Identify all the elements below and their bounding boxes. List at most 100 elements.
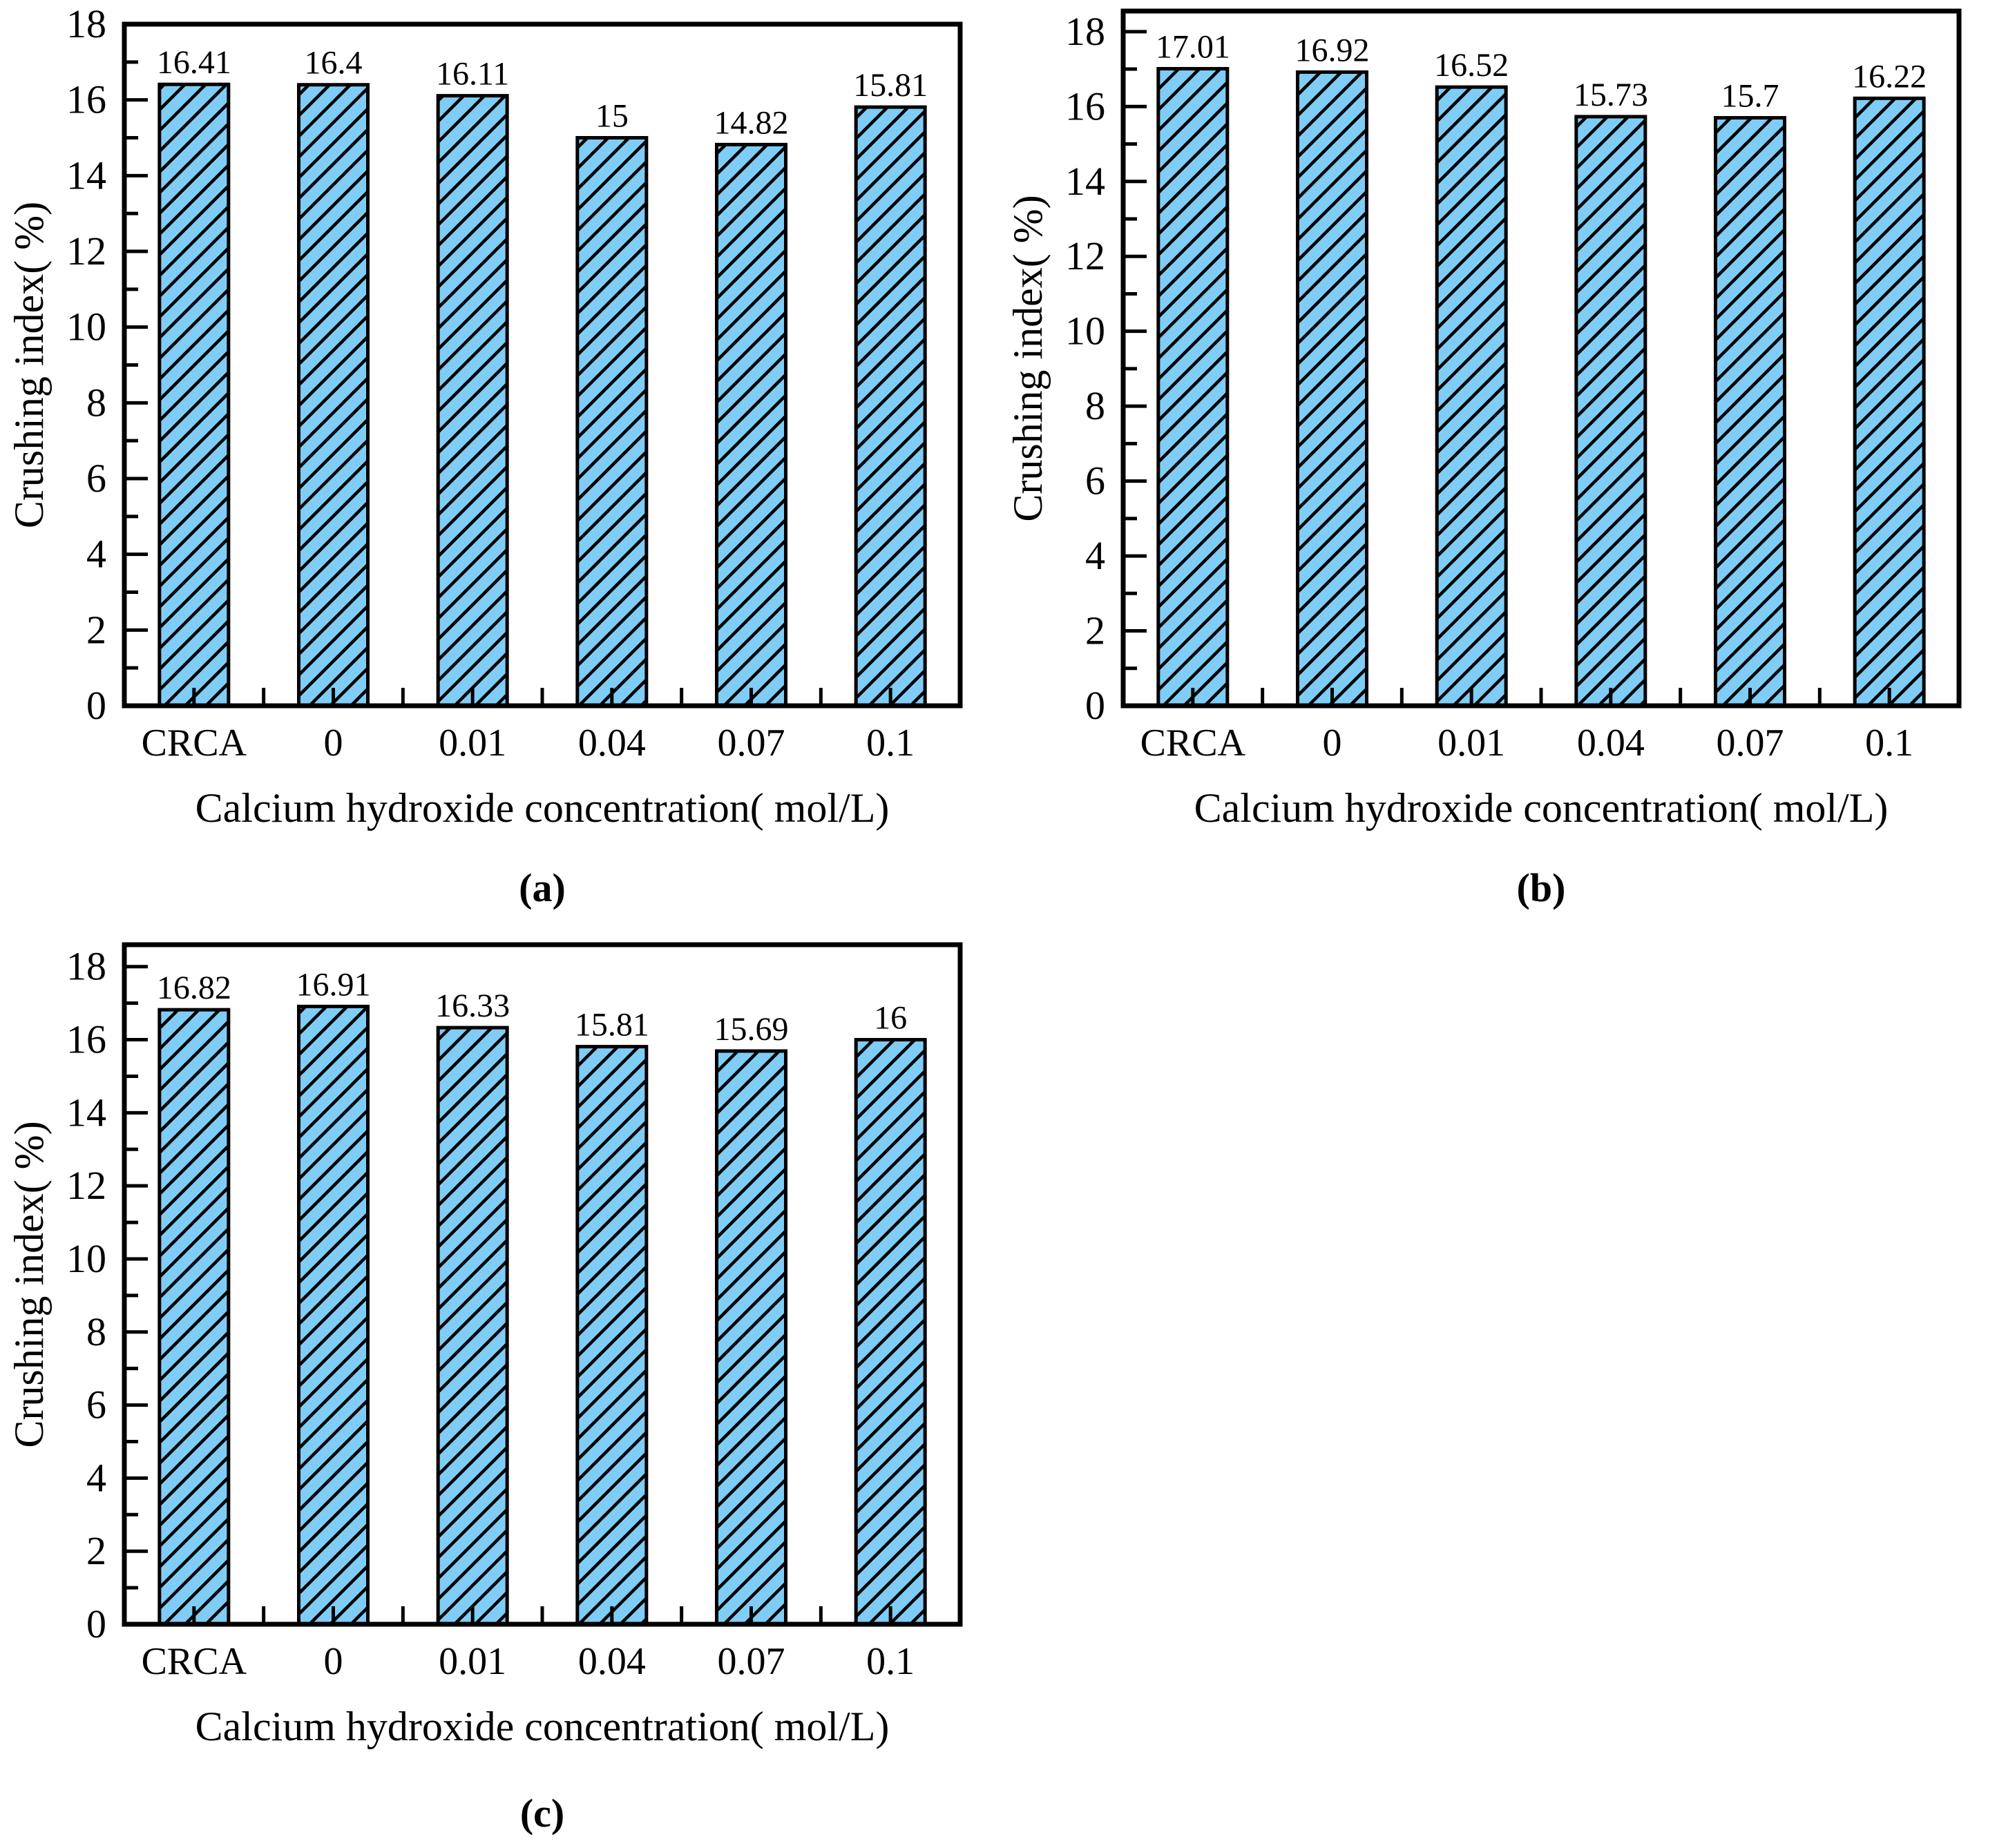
x-tick-label: CRCA: [142, 1640, 247, 1683]
bar-value-label: 15.73: [1574, 77, 1648, 113]
x-tick-label: 0.01: [1437, 722, 1505, 764]
x-tick-label: 0.07: [1717, 722, 1784, 764]
x-tick-label: 0.1: [866, 722, 915, 764]
x-tick-label: 0.1: [866, 1640, 915, 1683]
panel-a: 16.41 CRCA 16.4 0 16.11 0.01 15 0.04 14.82 0.07 15…: [0, 0, 998, 932]
bar-0.01: [436, 1026, 509, 1626]
y-tick-label: 12: [66, 229, 106, 273]
bar-0.07: [715, 142, 787, 708]
chart-a-canvas: 16.41 CRCA 16.4 0 16.11 0.01 15 0.04 14.82 0.07 15…: [6, 1, 963, 831]
bar-0.07: [715, 1049, 787, 1626]
y-tick-label: 14: [66, 153, 106, 198]
bar-value-label: 15.69: [714, 1011, 789, 1048]
chart-b-canvas: 17.01 CRCA 16.92 0 16.52 0.01 15.73 0.04 15.7 0.0…: [1005, 8, 1962, 831]
panel-b: 17.01 CRCA 16.92 0 16.52 0.01 15.73 0.04 15.7 0.0…: [999, 0, 1997, 932]
y-tick-label: 18: [66, 944, 106, 989]
bar-value-label: 16.11: [436, 56, 509, 93]
y-tick-label: 12: [66, 1163, 106, 1208]
bar-0.04: [575, 1045, 649, 1626]
y-tick-label: 6: [1085, 459, 1105, 503]
caption-b: (b): [1516, 865, 1566, 910]
plot-border: [1120, 8, 1962, 709]
y-axis-title: Crushing index( %): [1005, 195, 1051, 521]
bar-0.04: [575, 136, 649, 708]
y-tick-label: 14: [66, 1090, 106, 1135]
x-tick-label: 0.07: [718, 722, 785, 764]
x-tick-label: CRCA: [1140, 722, 1246, 764]
bar-value-label: 16.92: [1295, 32, 1370, 68]
x-axis-title: Calcium hydroxide concentration( mol/L): [1194, 785, 1889, 831]
y-tick-label: 6: [86, 1383, 106, 1427]
y-tick-label: 0: [86, 683, 106, 728]
x-axis-title: Calcium hydroxide concentration( mol/L): [195, 785, 890, 831]
y-tick-label: 2: [86, 607, 106, 652]
y-tick-label: 6: [86, 456, 106, 501]
bar-value-label: 16.52: [1434, 47, 1509, 84]
y-tick-label: 0: [86, 1601, 106, 1646]
y-axis-title: Crushing index( %): [6, 202, 52, 528]
plot-border: [122, 942, 963, 1627]
y-tick-label: 18: [1065, 9, 1105, 54]
y-tick-label: 8: [86, 1309, 106, 1354]
bar-value-label: 16.91: [296, 966, 371, 1003]
y-tick-label: 2: [1085, 608, 1105, 653]
y-tick-label: 16: [1065, 84, 1105, 128]
bar-value-label: 16.33: [435, 988, 510, 1024]
x-tick-label: 0.07: [718, 1640, 785, 1683]
bar-0.01: [1435, 85, 1508, 708]
y-tick-label: 14: [1065, 159, 1105, 204]
plot-border: [122, 21, 963, 709]
bar-CRCA: [157, 1008, 231, 1626]
y-tick-label: 16: [66, 77, 106, 122]
panel-c: 16.82 CRCA 16.91 0 16.33 0.01 15.81 0.04 15.69 0.…: [0, 918, 998, 1848]
bar-0.1: [854, 1038, 927, 1626]
y-tick-label: 0: [1085, 683, 1105, 728]
bar-0: [297, 83, 370, 708]
y-tick-label: 8: [1085, 383, 1105, 428]
bar-value-label: 16: [874, 1000, 907, 1037]
bar-0: [297, 1004, 370, 1626]
x-tick-label: 0: [1323, 722, 1342, 764]
x-tick-label: 0: [324, 1640, 343, 1683]
y-tick-label: 10: [1065, 309, 1105, 354]
bar-value-label: 17.01: [1156, 29, 1230, 66]
bar-value-label: 16.22: [1852, 58, 1927, 95]
x-tick-label: 0.04: [578, 722, 646, 764]
bar-value-label: 15.81: [575, 1007, 649, 1043]
caption-c: (c): [519, 1791, 565, 1836]
x-tick-label: 0.04: [578, 1640, 646, 1683]
x-tick-label: 0: [324, 722, 343, 764]
y-axis-title: Crushing index( %): [6, 1121, 52, 1447]
y-tick-label: 4: [1085, 533, 1105, 578]
bar-0.1: [1853, 96, 1926, 708]
y-tick-label: 10: [66, 305, 106, 349]
y-tick-label: 16: [66, 1017, 106, 1062]
bar-0.01: [436, 94, 509, 708]
y-tick-label: 2: [86, 1528, 106, 1573]
y-tick-label: 8: [86, 380, 106, 425]
bar-value-label: 16.82: [157, 970, 231, 1006]
x-tick-label: 0.04: [1577, 722, 1645, 764]
x-axis-title: Calcium hydroxide concentration( mol/L): [195, 1704, 890, 1749]
chart-c-canvas: 16.82 CRCA 16.91 0 16.33 0.01 15.81 0.04 15.69 0.…: [6, 942, 963, 1749]
bar-value-label: 14.82: [714, 104, 789, 141]
x-tick-label: 0.01: [439, 722, 506, 764]
x-tick-label: CRCA: [142, 722, 247, 764]
bar-value-label: 15.7: [1721, 78, 1779, 115]
x-tick-label: 0.1: [1865, 722, 1913, 764]
bar-0: [1296, 70, 1368, 708]
bar-0.1: [854, 105, 927, 708]
bar-value-label: 15.81: [853, 67, 928, 104]
x-tick-label: 0.01: [439, 1640, 506, 1683]
bar-CRCA: [157, 82, 231, 708]
caption-a: (a): [519, 865, 566, 910]
bar-0.04: [1574, 115, 1647, 708]
bar-CRCA: [1156, 67, 1230, 708]
bar-value-label: 16.41: [157, 44, 231, 81]
y-tick-label: 10: [66, 1236, 106, 1281]
y-tick-label: 18: [66, 1, 106, 46]
bar-value-label: 15: [595, 98, 629, 135]
y-tick-label: 12: [1065, 233, 1105, 278]
y-tick-label: 4: [86, 532, 106, 577]
